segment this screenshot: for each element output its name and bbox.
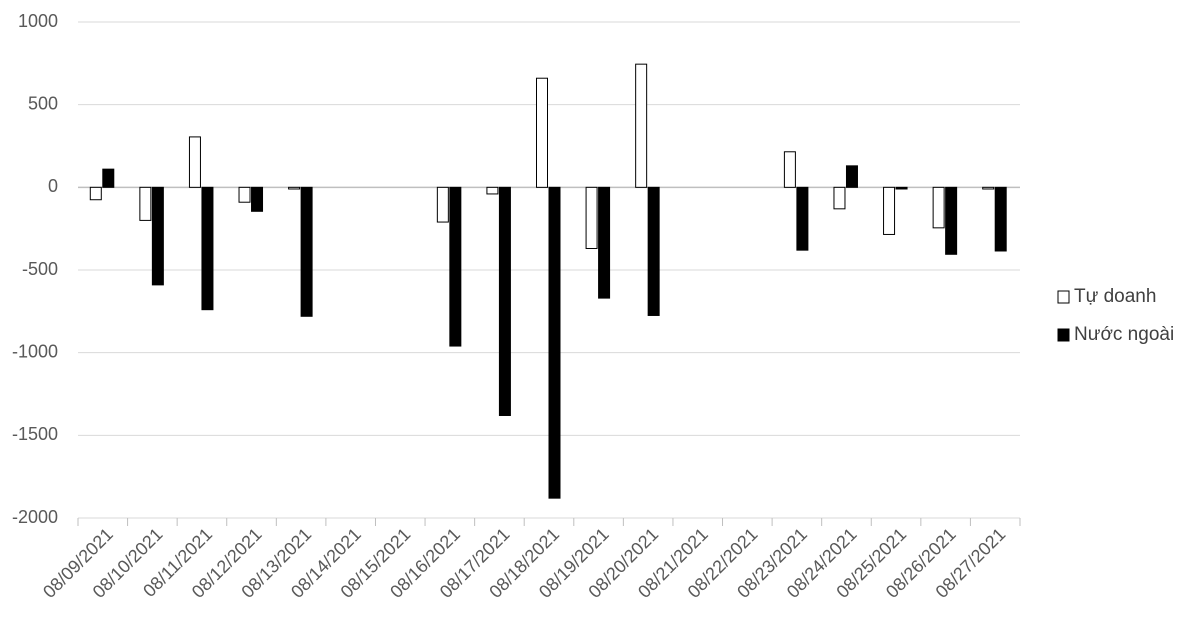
- bar: [883, 186, 896, 235]
- bar: [139, 186, 152, 221]
- legend-swatch: [1057, 290, 1070, 304]
- bar: [945, 186, 958, 255]
- bar: [796, 186, 809, 251]
- y-tick-label: -1500: [12, 424, 58, 444]
- bar: [895, 186, 908, 190]
- bar: [536, 77, 548, 188]
- y-tick-label: 1000: [18, 11, 58, 31]
- y-tick-label: 500: [28, 93, 58, 113]
- bar: [102, 168, 115, 188]
- bar: [783, 151, 796, 188]
- bar: [982, 186, 995, 190]
- bar: [449, 186, 462, 347]
- bar: [598, 186, 611, 299]
- legend-label: Tự doanh: [1074, 286, 1156, 307]
- legend: Tự doanh Nước ngoài: [1057, 286, 1174, 345]
- bar: [300, 186, 313, 317]
- bar: [89, 186, 102, 201]
- bar: [548, 186, 561, 499]
- bar: [647, 186, 660, 316]
- bar: [498, 186, 511, 416]
- legend-label: Nước ngoài: [1074, 324, 1174, 345]
- bar: [238, 186, 251, 203]
- bar: [201, 186, 214, 311]
- bar: [188, 136, 201, 188]
- bar: [251, 186, 264, 212]
- bar: [845, 165, 858, 188]
- bar: [151, 186, 164, 286]
- bar: [288, 186, 301, 190]
- bar: [635, 63, 648, 188]
- bar: [486, 186, 499, 195]
- y-tick-label: -1000: [12, 341, 58, 361]
- y-tick-label: -500: [22, 259, 58, 279]
- bar: [994, 186, 1007, 252]
- bar: [436, 186, 449, 223]
- y-tick-label: -2000: [12, 507, 58, 527]
- y-tick-label: 0: [48, 176, 58, 196]
- legend-swatch: [1057, 328, 1070, 342]
- bar: [585, 186, 598, 250]
- bar: [833, 186, 846, 210]
- bar: [932, 186, 945, 229]
